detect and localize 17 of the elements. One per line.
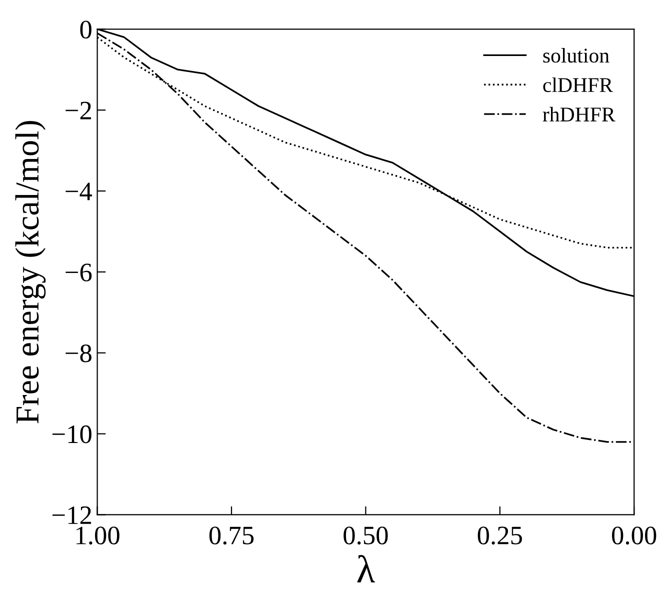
x-tick-label: 0.00 [612, 526, 656, 545]
legend-label: rhDHFR [542, 106, 616, 122]
y-tick-label: −10 [52, 425, 92, 444]
y-tick-label: 0 [80, 20, 92, 39]
y-tick-label: −12 [52, 506, 91, 524]
legend-label: solution [543, 48, 610, 63]
y-axis-title: Free energy (kcal/mol) [15, 120, 46, 424]
y-tick-label: −4 [66, 182, 92, 200]
x-tick-label: 1.00 [76, 526, 120, 545]
x-tick-label: 0.75 [209, 526, 254, 545]
x-axis-title: λ [357, 554, 375, 582]
y-tick-label: −8 [66, 344, 92, 362]
x-tick-label: 0.25 [478, 526, 522, 545]
legend-label: clDHFR [543, 77, 613, 92]
y-tick-label: −2 [66, 102, 91, 120]
x-tick-label: 0.50 [344, 526, 388, 545]
y-tick-label: −6 [66, 264, 92, 282]
